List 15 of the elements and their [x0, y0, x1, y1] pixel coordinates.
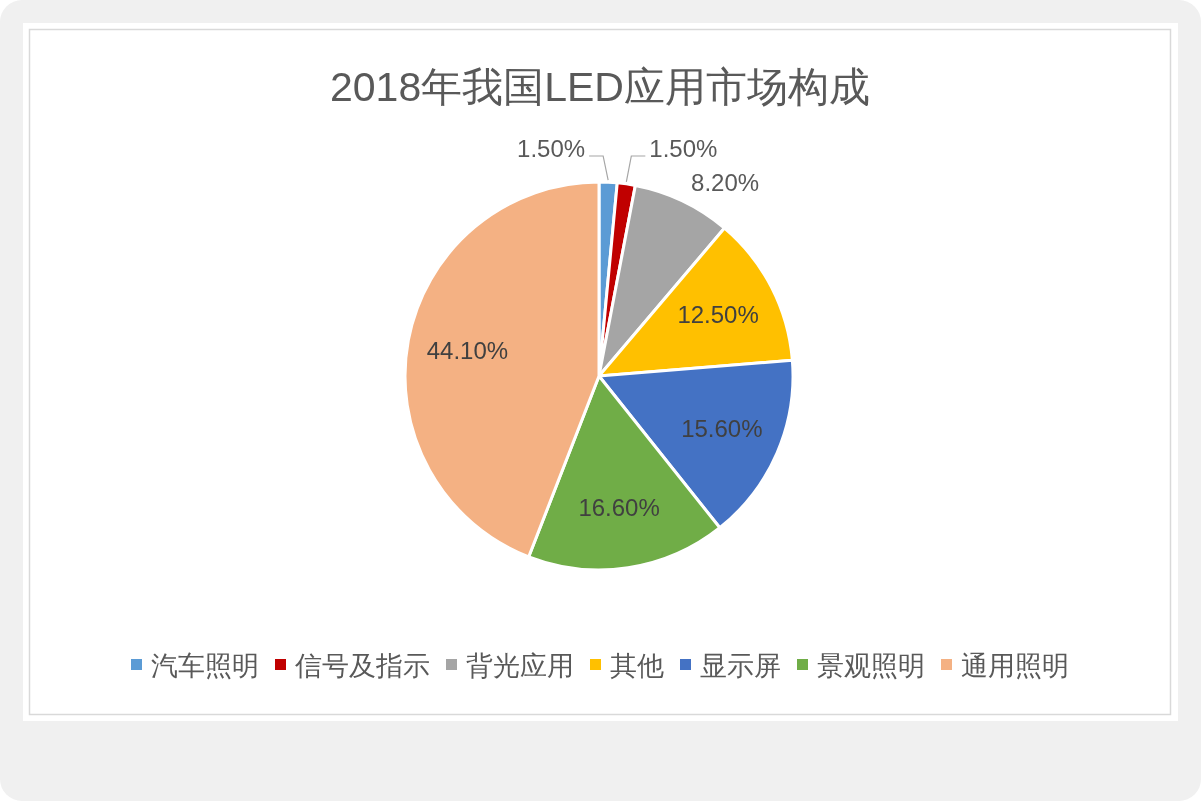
chart-title: 2018年我国LED应用市场构成 [330, 64, 870, 110]
legend-label: 汽车照明 [151, 651, 259, 681]
legend-label: 背光应用 [466, 651, 574, 681]
data-label: 8.20% [691, 169, 760, 197]
legend-label: 通用照明 [961, 651, 1069, 681]
data-label: 12.50% [677, 300, 759, 328]
data-label: 1.50% [649, 135, 718, 162]
legend-label: 景观照明 [817, 651, 925, 681]
data-label: 15.60% [681, 415, 763, 443]
legend-label: 显示屏 [700, 651, 781, 681]
legend-label: 其他 [610, 651, 664, 681]
legend-label: 信号及指示 [295, 651, 430, 681]
data-label: 1.50% [517, 135, 586, 162]
data-label: 44.10% [426, 337, 509, 365]
data-label: 16.60% [578, 494, 660, 522]
